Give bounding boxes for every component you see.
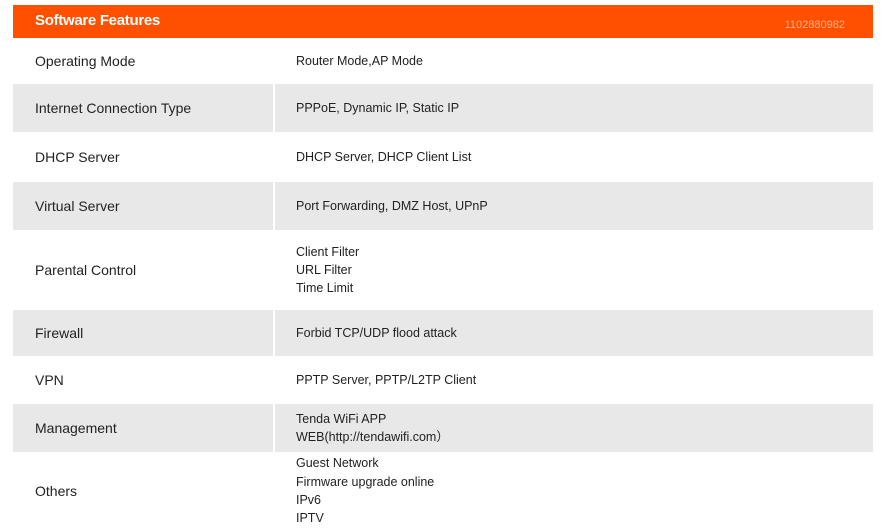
table-row: Management Tenda WiFi APP WEB(http://tenda…	[13, 404, 873, 452]
feature-label: Operating Mode	[35, 53, 136, 69]
feature-value-line: Tenda WiFi APP	[296, 411, 387, 426]
feature-value: Forbid TCP/UDP flood attack	[275, 324, 457, 342]
feature-value-line: Firmware upgrade online	[296, 474, 435, 489]
feature-value-line: IPv6	[296, 493, 322, 507]
watermark-id: 1102880982	[784, 19, 845, 31]
feature-value: Tenda WiFi APP WEB(http://tendawifi.com）	[275, 410, 449, 447]
feature-value-line: Time Limit	[296, 281, 354, 296]
feature-label: Internet Connection Type	[13, 84, 275, 132]
feature-value-line: PPPoE, Dynamic IP, Static IP	[296, 100, 460, 115]
table-row: Parental Control Client Filter URL Filter T…	[13, 230, 873, 310]
feature-value-line: DHCP Server, DHCP Client List	[296, 149, 472, 164]
feature-label: Virtual Server	[13, 182, 275, 230]
feature-label: Others	[35, 483, 78, 499]
feature-value: DHCP Server, DHCP Client List	[275, 148, 471, 166]
feature-value: Router Mode,AP Mode	[275, 52, 423, 70]
feature-label: VPN	[35, 372, 64, 388]
table-row: VPN PPTP Server, PPTP/L2TP Client	[13, 356, 873, 404]
feature-label: Management	[13, 404, 275, 452]
feature-value-line: Forbid TCP/UDP flood attack	[296, 325, 457, 340]
feature-value-line: URL Filter	[296, 262, 352, 277]
feature-value: PPPoE, Dynamic IP, Static IP	[275, 99, 459, 117]
feature-value: Client Filter URL Filter Time Limit	[275, 243, 359, 298]
table-row: Virtual Server Port Forwarding, DMZ Host,…	[13, 182, 873, 230]
feature-value-line: Client Filter	[296, 244, 360, 259]
table-row: Operating Mode Router Mode,AP Mode	[13, 38, 873, 84]
table-header: Software Features 1102880982	[13, 5, 873, 38]
table-row: Internet Connection Type PPPoE, Dynamic I…	[13, 84, 873, 132]
feature-label: Firewall	[13, 310, 275, 356]
feature-value-line: PPTP Server, PPTP/L2TP Client	[296, 372, 477, 387]
feature-value: Guest Network Firmware upgrade online IPv6…	[275, 454, 434, 527]
feature-label: Parental Control	[35, 262, 137, 278]
feature-value: Port Forwarding, DMZ Host, UPnP	[275, 197, 488, 215]
section-title: Software Features	[35, 12, 160, 29]
feature-label: DHCP Server	[35, 149, 120, 165]
feature-value-line: IPTV	[296, 511, 324, 526]
table-row: Firewall Forbid TCP/UDP flood attack	[13, 310, 873, 356]
feature-value-line: WEB(http://tendawifi.com）	[296, 430, 449, 444]
feature-value-line: Guest Network	[296, 456, 379, 471]
software-features-table: Software Features 1102880982 Operating M…	[13, 5, 873, 530]
feature-value-line: Port Forwarding, DMZ Host, UPnP	[296, 198, 488, 213]
feature-value: PPTP Server, PPTP/L2TP Client	[275, 371, 476, 389]
table-row: DHCP Server DHCP Server, DHCP Client List	[13, 132, 873, 182]
feature-value-line: Router Mode,AP Mode	[296, 53, 423, 68]
table-row: Others Guest Network Firmware upgrade onli…	[13, 452, 873, 530]
